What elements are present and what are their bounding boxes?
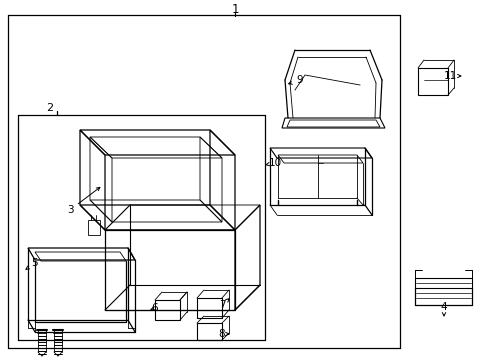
Text: 5: 5 xyxy=(26,258,38,269)
Text: 3: 3 xyxy=(66,187,100,215)
Text: 8: 8 xyxy=(218,329,228,339)
Text: 1: 1 xyxy=(231,3,238,15)
Text: 7: 7 xyxy=(218,299,229,310)
Text: 9: 9 xyxy=(288,75,303,85)
Text: 4: 4 xyxy=(440,302,447,316)
Text: 10: 10 xyxy=(265,158,281,168)
Text: 2: 2 xyxy=(46,103,54,113)
Text: 11: 11 xyxy=(443,71,460,81)
Text: 6: 6 xyxy=(151,303,158,313)
